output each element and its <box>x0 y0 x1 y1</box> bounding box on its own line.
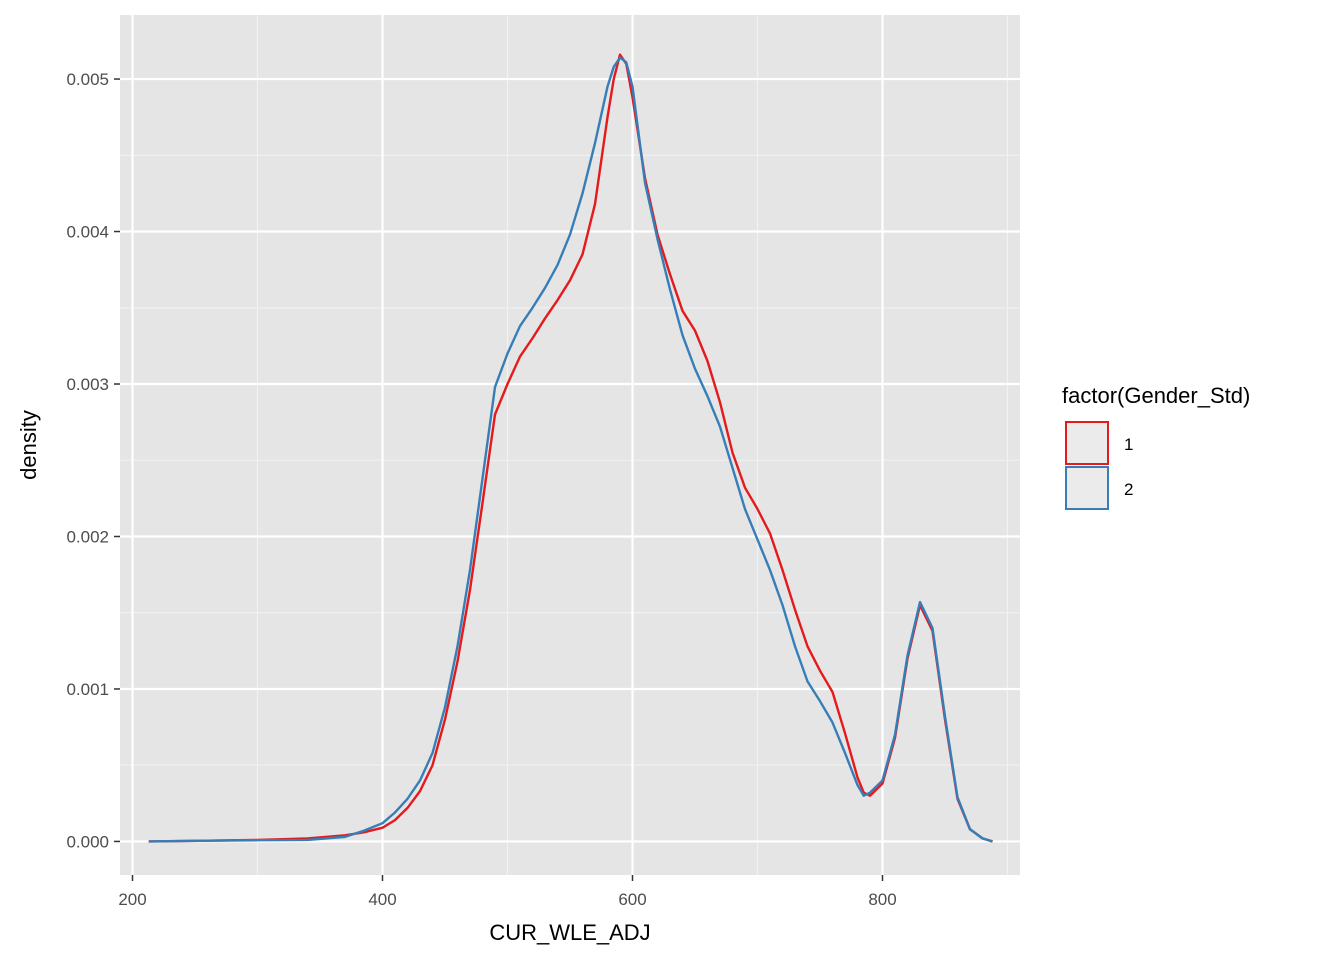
y-tick-label: 0.004 <box>66 223 109 242</box>
x-axis-title: CUR_WLE_ADJ <box>489 920 650 945</box>
y-tick-label: 0.003 <box>66 375 109 394</box>
density-line-series-2 <box>148 56 993 843</box>
x-tick-label: 400 <box>368 890 396 909</box>
legend: factor(Gender_Std) 12 <box>1062 383 1250 510</box>
y-tick-label: 0.002 <box>66 527 109 546</box>
x-tick-label: 200 <box>118 890 146 909</box>
y-tick-label: 0.005 <box>66 70 109 89</box>
y-axis: 0.000 0.001 0.002 0.003 0.004 0.005 <box>66 70 120 851</box>
legend-key-2 <box>1065 466 1109 510</box>
legend-key-1 <box>1065 421 1109 465</box>
density-lines <box>148 53 993 843</box>
plot-panel <box>120 15 1020 875</box>
legend-title: factor(Gender_Std) <box>1062 383 1250 408</box>
x-axis: 200 400 600 800 <box>118 875 897 909</box>
y-axis-title: density <box>16 410 41 480</box>
minor-gridlines <box>120 15 1020 875</box>
y-tick-label: 0.001 <box>66 680 109 699</box>
legend-items: 12 <box>1065 421 1133 510</box>
x-tick-label: 600 <box>618 890 646 909</box>
legend-label-1: 1 <box>1124 435 1133 454</box>
y-tick-label: 0.000 <box>66 832 109 851</box>
legend-label-2: 2 <box>1124 480 1133 499</box>
x-tick-label: 800 <box>868 890 896 909</box>
